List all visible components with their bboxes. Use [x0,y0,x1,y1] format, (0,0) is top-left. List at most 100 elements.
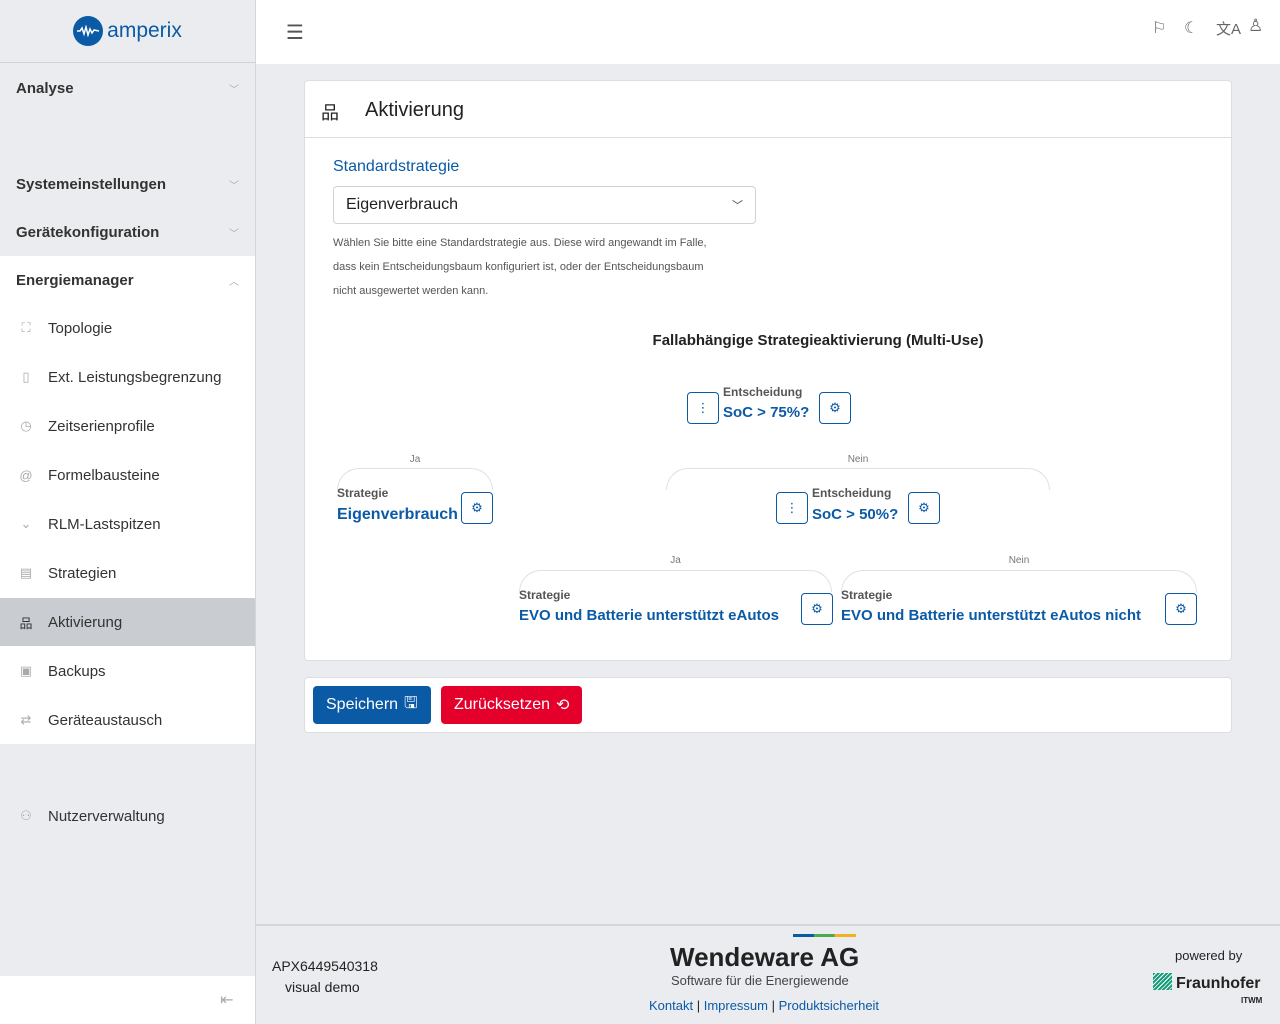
activation-card: 品 Aktivierung Standardstrategie Eigenver… [304,80,1232,661]
sidebar-item-backups[interactable]: ▣ Backups [0,647,255,695]
root-settings-button[interactable]: ⚙ [819,392,851,424]
footer: APX6449540318 visual demo Wendeware AG S… [256,924,1280,1024]
reset-button[interactable]: Zurücksetzen ⟲ [441,686,583,724]
sidebar-item-topologie[interactable]: ⛶ Topologie [0,304,255,352]
strategy-settings-button[interactable]: ⚙ [801,593,833,625]
section-label: Analyse [16,79,74,97]
decision-menu-button[interactable]: ⋮ [776,492,808,524]
gear-icon: ⚙ [829,400,841,415]
page-title: Aktivierung [365,99,464,121]
item-label: Topologie [48,319,113,337]
chevron-down-icon: ﹀ [229,84,239,96]
dark-mode-moon-icon[interactable]: ☾ [1184,20,1199,37]
sidebar-section-analyse[interactable]: Analyse ﹀ [0,64,255,112]
help-line: dass kein Entscheidungsbaum konfiguriert… [333,261,704,273]
sidebar-item-nutzerverwaltung[interactable]: ⚇ Nutzerverwaltung [0,792,255,840]
vertical-dots-icon: ⋮ [785,500,799,515]
root-condition[interactable]: SoC > 75%? [723,404,810,421]
decision-settings-button[interactable]: ⚙ [908,492,940,524]
sidebar-item-strategien[interactable]: ▤ Strategien [0,549,255,597]
item-label: Strategien [48,564,117,582]
tree-title: Fallabhängige Strategieaktivierung (Mult… [652,332,984,349]
sidebar-section-geraetekonfiguration[interactable]: Gerätekonfiguration ﹀ [0,208,255,256]
help-text: Wählen Sie bitte eine Standardstrategie … [333,231,707,303]
chevron-down-icon: ﹀ [732,200,743,212]
strategy-settings-button[interactable]: ⚙ [1165,593,1197,625]
save-button[interactable]: Speichern 🖫 [313,686,431,724]
company-tagline: Software für die Energiewende [671,973,849,988]
reset-icon: ⟲ [556,697,570,714]
at-icon: @ [19,467,33,483]
node-type: Entscheidung [812,486,892,500]
branch-label-no: Nein [847,454,869,465]
sidebar-section-energiemanager[interactable]: Energiemanager ︿ [0,256,255,304]
item-label: Ext. Leistungsbegrenzung [48,368,222,386]
reset-label: Zurücksetzen [454,696,551,713]
top-bar: ☰ ⚐ ☾ 文A ♙ [256,0,1280,64]
link-kontakt[interactable]: Kontakt [649,998,694,1013]
brand-name: amperix [107,19,182,42]
item-label: Nutzerverwaltung [48,807,165,825]
sidebar-item-zeitserienprofile[interactable]: ◷ Zeitserienprofile [0,402,255,450]
sidebar-item-rlm-lastspitzen[interactable]: ⌄ RLM-Lastspitzen [0,500,255,548]
partner-sub: ITWM [1241,996,1263,1005]
sidebar-section-systemeinstellungen[interactable]: Systemeinstellungen ﹀ [0,160,255,208]
wendeware-color-bar [793,934,856,937]
vertical-dots-icon: ⋮ [696,400,710,415]
user-icon[interactable]: ♙ [1248,16,1264,35]
item-label: Geräteaustausch [48,711,163,729]
root-menu-button[interactable]: ⋮ [687,392,719,424]
gear-icon: ⚙ [918,500,930,515]
save-label: Speichern [326,696,399,713]
node-type: Strategie [841,588,893,602]
logo[interactable]: amperix [0,0,255,63]
help-line: nicht ausgewertet werden kann. [333,285,489,297]
decision-condition[interactable]: SoC > 50%? [812,506,899,523]
sidebar: amperix Analyse ﹀ Systemeinstellungen ﹀ Ge… [0,0,256,1024]
branch-label-yes: Ja [409,454,421,465]
gear-icon: ⚙ [811,601,823,616]
sidebar-item-geraeteaustausch[interactable]: ⇄ Geräteaustausch [0,696,255,744]
gear-icon: ⚙ [471,500,483,515]
sidebar-footer: ⇤ [0,976,255,1024]
select-value: Eigenverbrauch [346,196,459,213]
section-label: Energiemanager [16,271,134,289]
standard-strategy-select[interactable]: Eigenverbrauch ﹀ [333,186,756,224]
field-label: Standardstrategie [333,158,460,175]
hamburger-menu-icon[interactable]: ☰ [286,22,304,44]
item-label: Aktivierung [48,613,123,631]
device-id: APX6449540318 [272,958,378,974]
translate-icon[interactable]: 文A [1216,21,1242,38]
footer-links: Kontakt | Impressum | Produktsicherheit [649,998,880,1013]
partner-logo: Fraunhofer [1176,975,1261,992]
topology-icon: ⛶ [21,320,31,335]
link-produktsicherheit[interactable]: Produktsicherheit [778,998,880,1013]
chevron-down-icon: ﹀ [229,228,239,240]
strategy-no-no[interactable]: EVO und Batterie unterstützt eAutos nich… [841,607,1142,624]
energiemanager-group: Energiemanager ︿ ⛶ Topologie ▯ Ext. Leistun… [0,256,255,744]
logo-wave-icon [73,16,104,46]
item-label: RLM-Lastspitzen [48,515,161,533]
collapse-sidebar-icon[interactable]: ⇤ [220,992,234,1009]
backup-icon: ▣ [19,663,33,678]
node-type: Strategie [519,588,571,602]
sidebar-item-aktivierung[interactable]: 品 Aktivierung [0,598,255,646]
strategy-no-yes[interactable]: EVO und Batterie unterstützt eAutos [519,607,780,624]
strategy-yes[interactable]: Eigenverbrauch [337,506,458,523]
fraunhofer-logo-icon [1153,973,1172,990]
item-label: Backups [48,662,106,680]
sidebar-item-ext-leistungsbegrenzung[interactable]: ▯ Ext. Leistungsbegrenzung [0,353,255,401]
branch-connector [841,570,1197,592]
signpost-icon[interactable]: ⚐ [1152,20,1167,37]
timer-icon: ◷ [20,418,32,433]
card-header: 品 Aktivierung [305,81,1231,138]
strategy-settings-button[interactable]: ⚙ [461,492,493,524]
link-impressum[interactable]: Impressum [703,998,768,1013]
branch-label-yes: Ja [670,555,681,566]
help-line: Wählen Sie bitte eine Standardstrategie … [333,237,707,249]
sidebar-item-formelbausteine[interactable]: @ Formelbausteine [0,451,255,499]
section-label: Gerätekonfiguration [16,223,160,241]
section-label: Systemeinstellungen [16,175,167,193]
item-label: Zeitserienprofile [48,417,155,435]
item-label: Formelbausteine [48,466,160,484]
